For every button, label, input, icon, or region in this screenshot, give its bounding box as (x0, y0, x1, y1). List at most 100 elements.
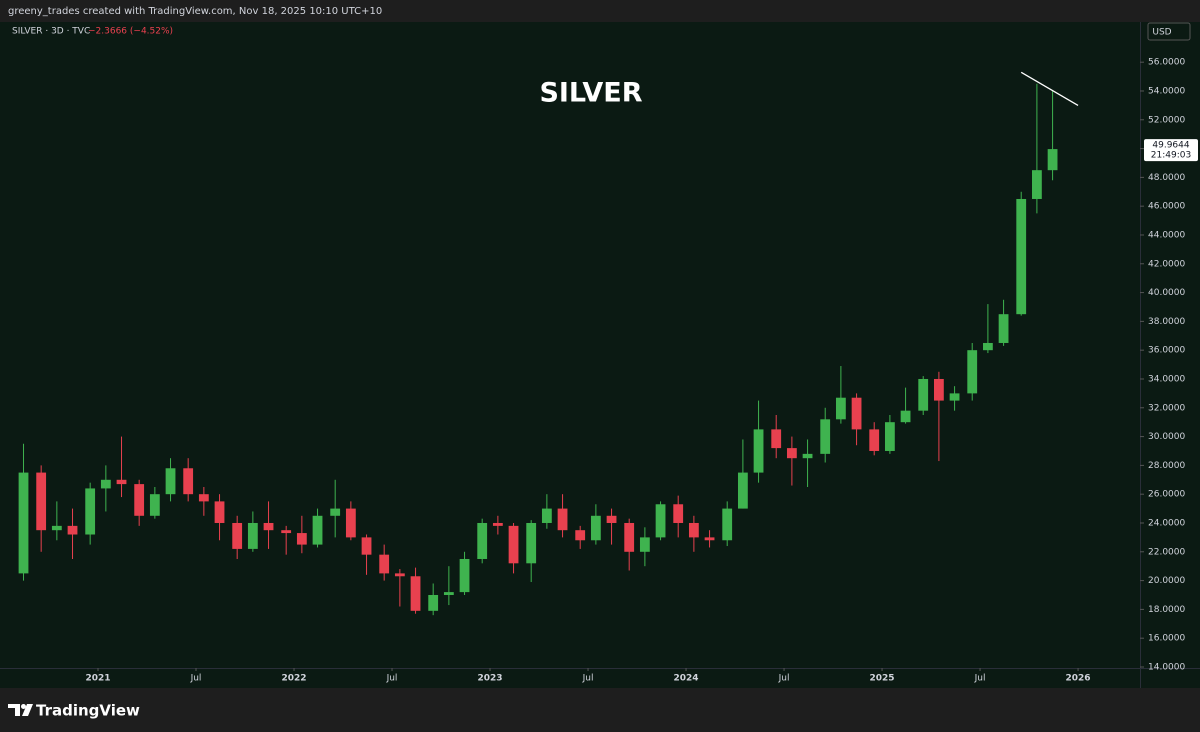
candle-body (36, 472, 47, 531)
candle-body (1047, 149, 1058, 171)
candle-body (918, 378, 929, 411)
logo-dot (21, 704, 26, 709)
candle-body (851, 397, 862, 430)
y-tick-label: 44.0000 (1148, 230, 1185, 240)
y-tick-label: 36.0000 (1148, 346, 1185, 356)
y-tick-label: 40.0000 (1148, 288, 1185, 298)
y-tick-label: 48.0000 (1148, 173, 1185, 183)
candle-body (330, 508, 341, 516)
candle-body (459, 558, 470, 593)
x-tick-label: Jul (386, 674, 398, 684)
y-tick-label: 16.0000 (1148, 634, 1185, 644)
header-text: greeny_trades created with TradingView.c… (8, 6, 382, 17)
x-tick-label: Jul (974, 674, 986, 684)
candle-body (933, 378, 944, 401)
candle-body (526, 522, 537, 564)
candle-body (900, 410, 911, 423)
candle-body (982, 342, 993, 351)
candle-body (428, 594, 439, 611)
y-tick-label: 18.0000 (1148, 605, 1185, 615)
y-tick-label: 22.0000 (1148, 547, 1185, 557)
candle-body (1031, 170, 1042, 199)
x-tick-label: 2024 (674, 674, 699, 684)
candle-body (134, 484, 145, 516)
change-label: −2.3666 (−4.52%) (88, 27, 173, 37)
candle-body (949, 393, 960, 401)
candle-body (492, 522, 503, 526)
candle-body (67, 525, 78, 535)
logo-mark (8, 704, 33, 716)
trend-line (1020, 71, 1079, 106)
y-tick-label: 30.0000 (1148, 432, 1185, 442)
candle-body (704, 537, 715, 541)
currency: USD (1152, 28, 1171, 38)
last-price: 49.9644 (1152, 141, 1189, 151)
x-tick-label: 2025 (870, 674, 895, 684)
candle-body (281, 530, 292, 534)
candle-body (786, 448, 797, 459)
y-tick-label: 52.0000 (1148, 115, 1185, 125)
candle-body (361, 537, 372, 555)
candle-body (100, 479, 111, 489)
x-tick-label: Jul (778, 674, 790, 684)
countdown: 21:49:03 (1151, 151, 1191, 161)
candle-body (18, 472, 29, 574)
candle-body (639, 537, 650, 552)
tradingview-logo (8, 704, 33, 716)
x-tick-label: 2026 (1066, 674, 1091, 684)
candle-body (394, 573, 405, 577)
chart-background (0, 22, 1200, 688)
top-bar (0, 0, 1200, 22)
bottom-bar (0, 688, 1200, 732)
y-tick-label: 34.0000 (1148, 374, 1185, 384)
symbol: SILVER · 3D · TVC (12, 27, 90, 37)
candle-body (835, 397, 846, 420)
candle-body (379, 554, 390, 574)
candle-body (85, 488, 96, 535)
candle-body (116, 479, 127, 485)
candle-body (345, 508, 356, 538)
candle-body (737, 472, 748, 509)
candle-body (312, 515, 323, 545)
candle-body (247, 522, 258, 549)
candle-body (606, 515, 617, 523)
candle-body (477, 522, 488, 559)
candle-body (1016, 198, 1027, 315)
candle-body (198, 494, 209, 502)
candle-body (51, 525, 62, 531)
chart-title: SILVER (539, 78, 642, 109)
candle-body (869, 429, 880, 451)
candle-body (263, 522, 274, 531)
candle-body (624, 522, 635, 552)
candle-body (673, 504, 684, 523)
candle-body (590, 515, 601, 541)
candle-body (820, 419, 831, 454)
x-tick-label: 2021 (85, 674, 110, 684)
y-tick-label: 54.0000 (1148, 86, 1185, 96)
candle-body (232, 522, 243, 549)
candle-body (557, 508, 568, 531)
y-tick-label: 24.0000 (1148, 518, 1185, 528)
y-tick-label: 56.0000 (1148, 58, 1185, 68)
candle-body (575, 530, 586, 541)
candle-body (541, 508, 552, 523)
brand: TradingView (36, 702, 140, 720)
y-tick-label: 14.0000 (1148, 662, 1185, 672)
last-price-box (1144, 139, 1198, 162)
currency-box[interactable] (1147, 22, 1191, 41)
candle-body (771, 429, 782, 449)
candle-body (802, 453, 813, 459)
x-tick-label: 2023 (477, 674, 502, 684)
candle-body (508, 525, 519, 564)
x-tick-label: Jul (190, 674, 202, 684)
candle-body (998, 314, 1009, 343)
x-tick-label: 2022 (281, 674, 306, 684)
candle-body (443, 592, 454, 595)
candle-body (753, 429, 764, 473)
candle-body (165, 468, 176, 495)
candle-body (410, 576, 421, 611)
candle-body (967, 350, 978, 394)
candle-body (149, 494, 160, 516)
